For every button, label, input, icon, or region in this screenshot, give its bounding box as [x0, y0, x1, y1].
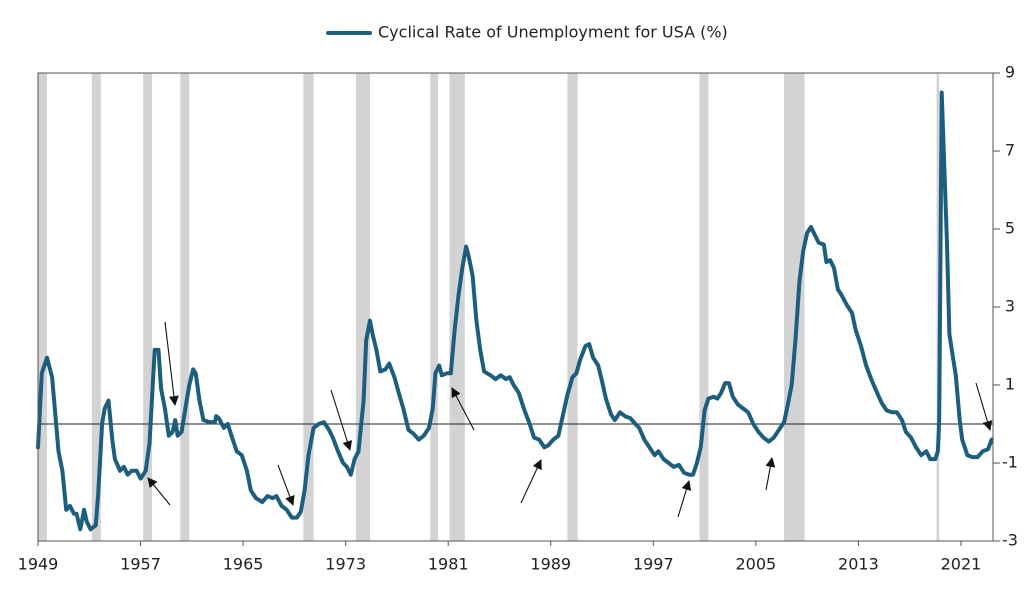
series-line	[36, 90, 994, 532]
y-tick-label: 7	[1005, 141, 1015, 160]
recession-band	[784, 73, 805, 541]
recession-band	[143, 73, 153, 541]
recession-band	[355, 73, 371, 541]
y-tick-label: 3	[1005, 297, 1015, 316]
x-tick-label: 1965	[223, 555, 264, 574]
annotations	[147, 321, 993, 518]
y-tick-label: 9	[1005, 63, 1015, 82]
annotation-arrow	[164, 321, 179, 406]
plot-frame	[37, 72, 994, 542]
annotation-arrow	[330, 389, 353, 451]
x-tick-label: 2005	[735, 555, 776, 574]
recession-band	[699, 73, 709, 541]
x-tick-label: 1957	[120, 555, 161, 574]
x-tick-label: 1981	[428, 555, 469, 574]
recession-band	[567, 73, 578, 541]
legend: Cyclical Rate of Unemployment for USA (%…	[326, 23, 728, 42]
recession-band	[936, 73, 940, 541]
recession-band	[303, 73, 314, 541]
y-tick-label: -3	[1002, 531, 1018, 550]
y-tick-label: -1	[1002, 453, 1018, 472]
annotation-arrow	[765, 457, 776, 491]
x-tick-label: 1973	[325, 555, 366, 574]
x-tick-label: 2021	[941, 555, 982, 574]
annotation-arrow	[277, 464, 295, 506]
recession-band	[91, 73, 101, 541]
x-tick-label: 1997	[633, 555, 674, 574]
x-tick-label: 2013	[838, 555, 879, 574]
legend-label: Cyclical Rate of Unemployment for USA (%…	[378, 23, 728, 42]
annotation-arrow	[147, 477, 171, 506]
y-tick-label: 1	[1005, 375, 1015, 394]
x-tick-label: 1989	[530, 555, 571, 574]
recession-band	[430, 73, 438, 541]
annotation-arrow	[520, 459, 542, 504]
annotation-arrow	[677, 480, 692, 518]
annotation-arrow	[975, 382, 993, 431]
recession-band	[180, 73, 190, 541]
recession-band	[38, 73, 47, 541]
x-tick-label: 1949	[18, 555, 59, 574]
y-tick-label: 5	[1005, 219, 1015, 238]
annotation-arrow	[451, 387, 475, 431]
